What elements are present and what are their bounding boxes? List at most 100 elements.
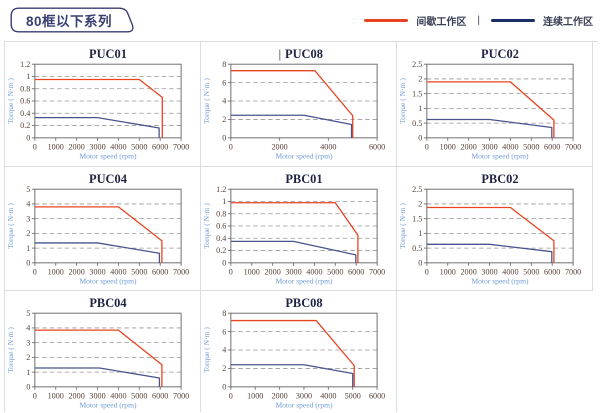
y-tick-label: 2.5 bbox=[412, 60, 422, 69]
x-axis-label: Motor speed (rpm) bbox=[79, 277, 136, 286]
y-tick-label: 1 bbox=[418, 104, 422, 113]
intermittent-curve bbox=[34, 329, 163, 387]
y-tick-label: 1.2 bbox=[216, 185, 226, 194]
x-tick-label: 3000 bbox=[89, 391, 105, 400]
chart-cell-pbc02: PBC02 0 0.5 1 1.5 2 2.5 0 1000 2000 3000 4000 5000 60… bbox=[397, 167, 593, 291]
x-tick-label: 4000 bbox=[110, 391, 126, 400]
x-tick-label: 7000 bbox=[369, 267, 385, 276]
x-tick-label: 1000 bbox=[440, 142, 456, 151]
x-tick-label: 5000 bbox=[327, 267, 343, 276]
y-axis-label: Torque ( N·m ) bbox=[202, 78, 211, 124]
plot-area bbox=[426, 63, 574, 139]
x-tick-label: 6000 bbox=[544, 142, 560, 151]
x-tick-label: 5000 bbox=[131, 142, 147, 151]
x-tick-label: 7000 bbox=[173, 267, 189, 276]
x-tick-label: 7000 bbox=[173, 142, 189, 151]
y-tick-label: 0 bbox=[26, 134, 30, 143]
x-axis-label: Motor speed (rpm) bbox=[79, 401, 136, 410]
y-tick-label: 0 bbox=[26, 259, 30, 268]
chart-grid: PUC01 0 0.2 0.4 0.6 0.8 1 1.2 0 1000 2000 3000 4000 5… bbox=[4, 41, 598, 412]
chart-cell-pbc08: PBC08 0 2 4 6 8 0 1000 2000 3000 4000 5000 6000 Torqu… bbox=[201, 291, 397, 412]
y-tick-label: 0.2 bbox=[216, 246, 226, 255]
x-tick-label: 0 bbox=[425, 267, 429, 276]
x-tick-label: 0 bbox=[33, 267, 37, 276]
y-tick-label: 0.6 bbox=[216, 222, 226, 231]
intermittent-curve bbox=[230, 319, 355, 387]
chart-title: PBC04 bbox=[89, 296, 126, 310]
intermittent-curve bbox=[34, 206, 163, 263]
x-tick-label: 4000 bbox=[110, 142, 126, 151]
x-tick-label: 2000 bbox=[68, 267, 84, 276]
y-tick-label: 2 bbox=[26, 353, 30, 362]
x-tick-label: 3000 bbox=[296, 391, 312, 400]
continuous-curve bbox=[426, 243, 553, 263]
x-tick-label: 3000 bbox=[481, 267, 497, 276]
plot-area bbox=[34, 312, 182, 388]
legend-item-intermittent: 间歇工作区 bbox=[364, 13, 466, 28]
x-tick-label: 5000 bbox=[131, 391, 147, 400]
x-axis-label: Motor speed (rpm) bbox=[275, 277, 332, 286]
x-tick-label: 3000 bbox=[285, 267, 301, 276]
continuous-curve bbox=[34, 116, 160, 138]
x-tick-label: 2000 bbox=[460, 267, 476, 276]
continuous-curve bbox=[230, 114, 353, 138]
x-tick-label: 2000 bbox=[271, 142, 287, 151]
y-tick-label: 0.2 bbox=[20, 121, 30, 130]
chart-title: PUC08 bbox=[285, 47, 323, 61]
y-tick-label: 1.5 bbox=[412, 89, 422, 98]
chart-title: PUC02 bbox=[481, 47, 519, 61]
plot-area bbox=[230, 188, 378, 264]
intermittent-curve bbox=[426, 81, 555, 138]
y-tick-label: 0.8 bbox=[216, 209, 226, 218]
chart-cell-puc04: PUC04 0 1 2 3 4 5 0 1000 2000 3000 4000 5000 6000 7000… bbox=[5, 167, 201, 291]
page-header: 80框以下系列 间歇工作区 | 连续工作区 bbox=[0, 0, 600, 41]
y-tick-label: 2 bbox=[418, 75, 422, 84]
y-tick-label: 1.5 bbox=[412, 214, 422, 223]
y-tick-label: 0 bbox=[222, 259, 226, 268]
y-tick-label: 8 bbox=[222, 60, 226, 69]
y-tick-label: 5 bbox=[26, 309, 30, 318]
continuous-curve bbox=[34, 242, 161, 263]
y-tick-label: 1 bbox=[26, 368, 30, 377]
title-tag-border bbox=[10, 7, 134, 33]
y-tick-label: 0.4 bbox=[20, 109, 30, 118]
x-tick-label: 1000 bbox=[440, 267, 456, 276]
y-tick-label: 2 bbox=[418, 200, 422, 209]
y-tick-label: 0 bbox=[222, 383, 226, 392]
intermittent-curve bbox=[230, 202, 359, 263]
y-tick-label: 0 bbox=[418, 134, 422, 143]
legend-item-continuous: 连续工作区 bbox=[491, 13, 593, 28]
intermittent-curve bbox=[34, 78, 163, 138]
x-tick-label: 4000 bbox=[320, 142, 336, 151]
x-tick-label: 6000 bbox=[152, 142, 168, 151]
x-tick-label: 5000 bbox=[523, 142, 539, 151]
y-tick-label: 0.6 bbox=[20, 97, 30, 106]
text-cursor: | bbox=[279, 47, 282, 61]
y-tick-label: 2 bbox=[222, 364, 226, 373]
y-tick-label: 6 bbox=[222, 327, 226, 336]
x-tick-label: 6000 bbox=[369, 391, 385, 400]
x-tick-label: 3000 bbox=[481, 142, 497, 151]
x-tick-label: 4000 bbox=[306, 267, 322, 276]
x-tick-label: 0 bbox=[229, 142, 233, 151]
x-tick-label: 1000 bbox=[247, 391, 263, 400]
intermittent-curve bbox=[230, 70, 354, 138]
legend-label-continuous: 连续工作区 bbox=[543, 17, 593, 28]
y-axis-label: Torque ( N·m ) bbox=[6, 203, 15, 249]
y-tick-label: 5 bbox=[26, 185, 30, 194]
y-tick-label: 1 bbox=[418, 229, 422, 238]
legend-separator: | bbox=[477, 15, 480, 26]
legend-label-intermittent: 间歇工作区 bbox=[416, 17, 467, 28]
x-tick-label: 6000 bbox=[152, 267, 168, 276]
x-tick-label: 5000 bbox=[131, 267, 147, 276]
chart-cell-puc02: PUC02 0 0.5 1 1.5 2 2.5 0 1000 2000 3000 4000 5000 60… bbox=[397, 42, 593, 167]
chart-cell-pbc04: PBC04 0 1 2 3 4 5 0 1000 2000 3000 4000 5000 6000 7000… bbox=[5, 291, 201, 412]
y-tick-label: 4 bbox=[26, 200, 30, 209]
y-tick-label: 3 bbox=[26, 214, 30, 223]
x-tick-label: 6000 bbox=[369, 142, 385, 151]
legend: 间歇工作区 | 连续工作区 bbox=[364, 13, 593, 28]
y-tick-label: 0 bbox=[222, 134, 226, 143]
y-tick-label: 1 bbox=[222, 197, 226, 206]
y-axis-label: Torque ( N·m ) bbox=[202, 203, 211, 249]
empty-cell bbox=[397, 291, 593, 412]
